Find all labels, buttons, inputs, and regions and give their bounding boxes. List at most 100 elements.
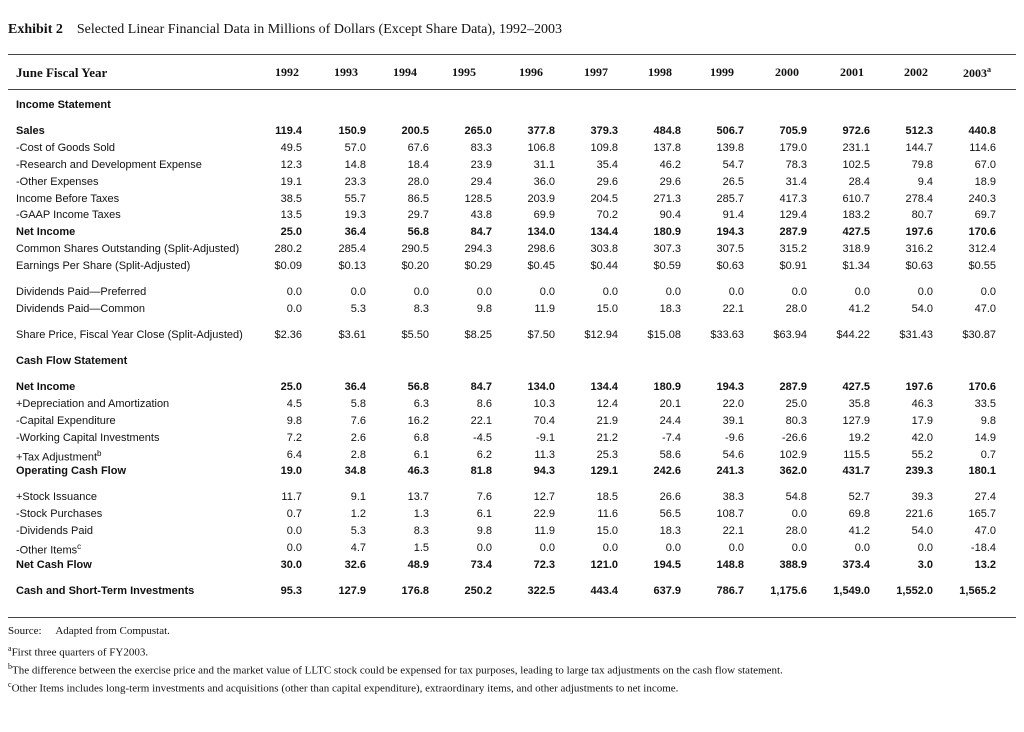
table-cell: -7.4 (662, 432, 681, 444)
row-label-text: -Cost of Goods Sold (16, 142, 116, 154)
table-cell: $0.09 (274, 260, 302, 272)
table-cell: 41.2 (848, 525, 870, 537)
row-label-text: +Stock Issuance (16, 491, 98, 503)
row-label: Common Shares Outstanding (Split-Adjuste… (16, 243, 239, 255)
table-cell: 180.9 (653, 226, 681, 238)
row-label: Cash and Short-Term Investments (16, 585, 194, 597)
exhibit-label: Exhibit 2 (8, 22, 63, 37)
table-cell: 13.5 (280, 209, 302, 221)
table-cell: $33.63 (710, 329, 744, 341)
table-cell: 242.6 (653, 465, 681, 477)
year-header: 1992 (262, 65, 312, 80)
table-cell: 106.8 (527, 142, 555, 154)
table-cell: 33.5 (974, 398, 996, 410)
table-cell: 21.9 (596, 415, 618, 427)
row-label: -Capital Expenditure (16, 415, 116, 427)
row-label-text: Earnings Per Share (Split-Adjusted) (16, 260, 191, 272)
table-cell: 95.3 (280, 585, 302, 597)
table-cell: 31.1 (533, 159, 555, 171)
section-title: Cash Flow Statement (16, 355, 128, 367)
row-label-text: -Research and Development Expense (16, 159, 202, 171)
year-label: 1997 (584, 65, 608, 79)
table-cell: 239.3 (905, 465, 933, 477)
table-cell: 12.3 (280, 159, 302, 171)
table-cell: $5.50 (401, 329, 429, 341)
row-label-text: Dividends Paid—Common (16, 303, 145, 315)
table-cell: $7.50 (527, 329, 555, 341)
table-cell: 4.7 (350, 542, 366, 554)
table-cell: 12.7 (533, 491, 555, 503)
top-rule (8, 54, 1016, 55)
table-cell: 54.8 (785, 491, 807, 503)
table-cell: 56.8 (407, 226, 429, 238)
table-cell: 0.0 (854, 542, 870, 554)
table-cell: 55.7 (344, 193, 366, 205)
table-cell: 25.0 (280, 381, 302, 393)
table-cell: 427.5 (842, 226, 870, 238)
table-cell: 203.9 (527, 193, 555, 205)
year-label: 1992 (275, 65, 299, 79)
table-cell: 54.6 (722, 449, 744, 461)
table-cell: 316.2 (905, 243, 933, 255)
table-cell: 7.6 (350, 415, 366, 427)
row-label: -Cost of Goods Sold (16, 142, 115, 154)
table-cell: -4.5 (473, 432, 492, 444)
table-cell: 46.3 (407, 465, 429, 477)
exhibit-title-text: Selected Linear Financial Data in Millio… (76, 22, 563, 37)
row-label: -Research and Development Expense (16, 159, 202, 171)
table-cell: 285.7 (716, 193, 744, 205)
table-cell: 183.2 (842, 209, 870, 221)
table-cell: 22.1 (470, 415, 492, 427)
table-cell: 0.0 (476, 286, 492, 298)
table-cell: 41.2 (848, 303, 870, 315)
table-cell: 4.5 (286, 398, 302, 410)
table-cell: 78.3 (785, 159, 807, 171)
table-cell: 280.2 (274, 243, 302, 255)
table-cell: 17.9 (911, 415, 933, 427)
table-cell: 379.3 (590, 125, 618, 137)
table-cell: 29.6 (596, 176, 618, 188)
table-cell: 290.5 (401, 243, 429, 255)
table-cell: 67.0 (974, 159, 996, 171)
year-header: 1997 (571, 65, 621, 80)
row-label-text: +Depreciation and Amortization (16, 398, 170, 410)
table-cell: 26.5 (722, 176, 744, 188)
table-cell: 484.8 (653, 125, 681, 137)
table-cell: 0.7 (286, 508, 302, 520)
footnote-text: Other Items includes long-term investmen… (11, 682, 679, 695)
table-cell: 1,552.0 (896, 585, 933, 597)
source-note: Source: Adapted from Compustat. (8, 625, 170, 637)
table-cell: 15.0 (596, 525, 618, 537)
table-cell: 287.9 (779, 381, 807, 393)
row-label: Sales (16, 125, 45, 137)
row-label: Net Income (16, 226, 75, 238)
table-cell: 6.2 (476, 449, 492, 461)
table-cell: 0.0 (286, 303, 302, 315)
row-label: Dividends Paid—Preferred (16, 286, 146, 298)
table-cell: 18.3 (659, 525, 681, 537)
table-cell: 231.1 (842, 142, 870, 154)
table-cell: 0.0 (286, 286, 302, 298)
table-cell: $3.61 (338, 329, 366, 341)
table-cell: $0.59 (653, 260, 681, 272)
table-cell: 29.7 (407, 209, 429, 221)
table-cell: $44.22 (836, 329, 870, 341)
year-header: 1996 (506, 65, 556, 80)
year-header: 2003a (952, 65, 1002, 81)
table-cell: 22.0 (722, 398, 744, 410)
table-cell: 72.3 (533, 559, 555, 571)
table-cell: 0.0 (350, 286, 366, 298)
table-cell: 200.5 (401, 125, 429, 137)
table-cell: 56.8 (407, 381, 429, 393)
row-label: -Other Expenses (16, 176, 99, 188)
table-cell: 114.6 (969, 142, 996, 154)
table-cell: 388.9 (779, 559, 807, 571)
table-cell: 35.4 (596, 159, 618, 171)
table-cell: 90.4 (659, 209, 681, 221)
table-cell: 14.8 (344, 159, 366, 171)
table-cell: 179.0 (779, 142, 807, 154)
table-cell: 9.8 (476, 525, 492, 537)
table-cell: 127.9 (842, 415, 870, 427)
table-cell: 102.5 (842, 159, 870, 171)
row-label-text: Common Shares Outstanding (Split-Adjuste… (16, 243, 240, 255)
